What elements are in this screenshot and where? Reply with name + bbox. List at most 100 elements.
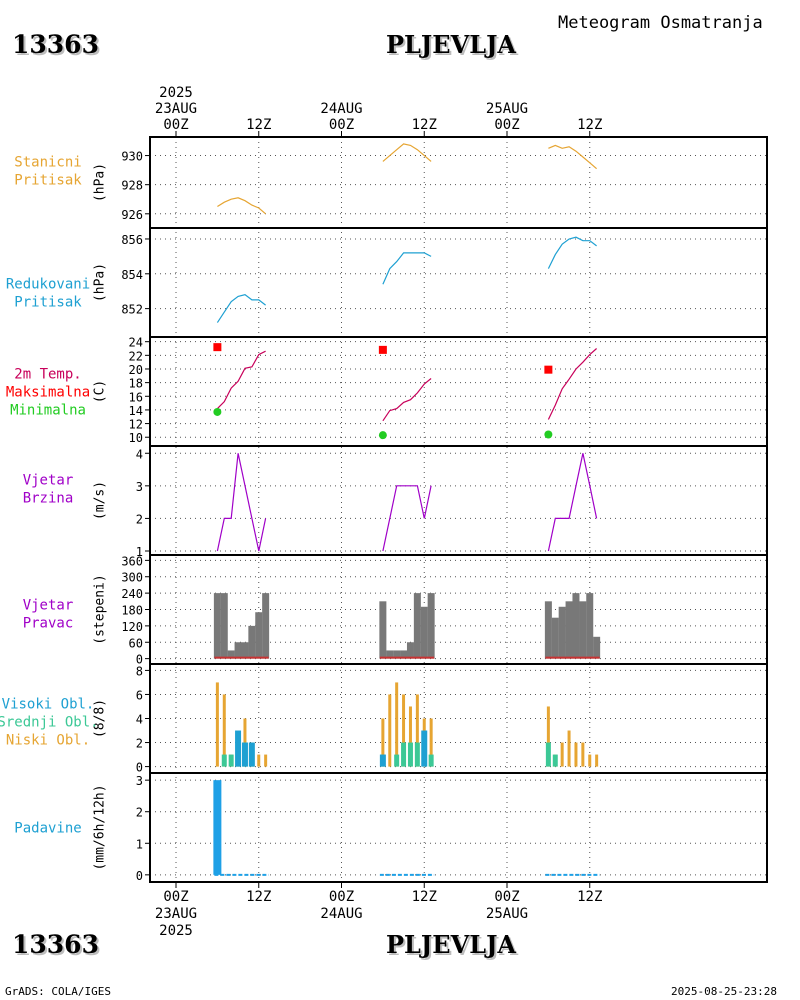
- direction-bar: [572, 593, 580, 659]
- y-tick-label: 0: [136, 869, 143, 883]
- y-tick-label: 3: [136, 774, 143, 788]
- direction-bar: [413, 593, 421, 659]
- cloud-bar: [235, 730, 242, 767]
- panel-label: Vjetar: [23, 473, 74, 489]
- y-tick-label: 928: [121, 179, 143, 193]
- cloud-bar: [560, 742, 564, 767]
- cloud-bar: [402, 694, 406, 767]
- bottom-time-label: 00Z: [163, 889, 188, 905]
- y-tick-label: 3: [136, 480, 143, 494]
- top-time-label: 25AUG: [486, 101, 528, 117]
- y-tick-label: 240: [121, 587, 143, 601]
- top-time-label: 00Z: [329, 117, 354, 133]
- direction-bar: [586, 593, 594, 659]
- cloud-bar: [381, 718, 385, 767]
- direction-bar: [386, 650, 394, 659]
- y-tick-label: 18: [129, 377, 143, 391]
- y-tick-label: 120: [121, 620, 143, 634]
- top-time-label: 00Z: [494, 117, 519, 133]
- y-tick-label: 1: [136, 545, 143, 559]
- bottom-time-label: 2025: [159, 923, 193, 939]
- series-line: [382, 252, 432, 285]
- y-tick-label: 926: [121, 208, 143, 222]
- cloud-bar: [567, 730, 571, 767]
- series-line: [547, 348, 598, 420]
- direction-bar: [255, 612, 263, 659]
- tmax-marker: [213, 343, 222, 352]
- meteogram-subtitle: Meteogram Osmatranja: [558, 13, 763, 33]
- bottom-time-label: 12Z: [412, 889, 437, 905]
- y-tick-label: 930: [121, 150, 143, 164]
- direction-bar: [544, 601, 552, 659]
- y-tick-label: 2: [136, 806, 143, 820]
- cloud-bar: [428, 754, 434, 767]
- y-tick-label: 20: [129, 363, 143, 377]
- top-time-label: 12Z: [577, 117, 602, 133]
- y-tick-label: 12: [129, 418, 143, 432]
- y-tick-label: 0: [136, 653, 143, 667]
- panel-label: Srednji Obl.: [0, 715, 99, 731]
- tmin-marker: [544, 430, 553, 439]
- cloud-bar: [241, 742, 248, 767]
- cloud-bar: [581, 742, 585, 767]
- series-line: [547, 236, 597, 269]
- grads-credit: GrADS: COLA/IGES: [5, 985, 111, 998]
- cloud-bar: [408, 706, 412, 767]
- y-axis-unit: (hPa): [93, 263, 108, 302]
- cloud-bar: [414, 742, 420, 767]
- cloud-bar: [221, 754, 227, 767]
- panel-label: Pritisak: [14, 295, 82, 311]
- direction-bar: [393, 650, 401, 659]
- cloud-bar: [545, 742, 551, 767]
- top-time-label: 23AUG: [155, 101, 197, 117]
- direction-bar: [558, 606, 566, 659]
- y-tick-label: 4: [136, 447, 143, 461]
- cloud-bar: [257, 754, 261, 767]
- cloud-bar: [248, 742, 255, 767]
- y-tick-label: 1: [136, 837, 143, 851]
- panel-label: Brzina: [23, 491, 74, 507]
- cloud-bar: [588, 754, 592, 767]
- tmax-marker: [544, 365, 553, 374]
- y-axis-unit: (C): [93, 380, 108, 403]
- bottom-time-label: 00Z: [494, 889, 519, 905]
- panel-label: Minimalna: [10, 403, 86, 419]
- panel-label: Niski Obl.: [6, 733, 90, 749]
- y-tick-label: 60: [129, 636, 143, 650]
- direction-bar: [565, 601, 573, 659]
- series-line: [216, 350, 266, 410]
- direction-bar: [420, 606, 428, 659]
- precip-bar: [213, 780, 222, 875]
- y-axis-unit: (hPa): [93, 163, 108, 202]
- series-line: [382, 485, 432, 552]
- cloud-bar: [415, 694, 419, 767]
- cloud-bar: [395, 682, 399, 767]
- y-tick-label: 2: [136, 512, 143, 526]
- bottom-time-label: 25AUG: [486, 906, 528, 922]
- direction-bar: [551, 617, 559, 659]
- y-tick-label: 300: [121, 571, 143, 585]
- y-tick-label: 6: [136, 688, 143, 702]
- panel-label: Stanicni: [14, 155, 81, 171]
- direction-bar: [234, 642, 242, 659]
- top-time-label: 12Z: [246, 117, 271, 133]
- y-tick-label: 4: [136, 713, 143, 727]
- panel-frame: [149, 772, 768, 883]
- bottom-time-label: 24AUG: [320, 906, 362, 922]
- cloud-bar: [264, 754, 268, 767]
- panel-label: Padavine: [14, 821, 81, 837]
- y-axis-unit: (mm/6h/12h): [93, 784, 108, 870]
- bottom-time-label: 23AUG: [155, 906, 197, 922]
- panel-label: Visoki Obl.: [2, 697, 95, 713]
- series-line: [382, 378, 432, 422]
- panel-frame: [149, 227, 768, 338]
- bottom-time-label: 12Z: [246, 889, 271, 905]
- cloud-bar: [574, 742, 578, 767]
- direction-bar: [427, 593, 435, 659]
- panel-frame: [149, 445, 768, 556]
- series-line: [216, 453, 267, 552]
- cloud-bar: [388, 694, 392, 767]
- footer-station-name: PLJEVLJA: [386, 930, 517, 959]
- y-tick-label: 856: [121, 233, 143, 247]
- cloud-bar: [407, 742, 413, 767]
